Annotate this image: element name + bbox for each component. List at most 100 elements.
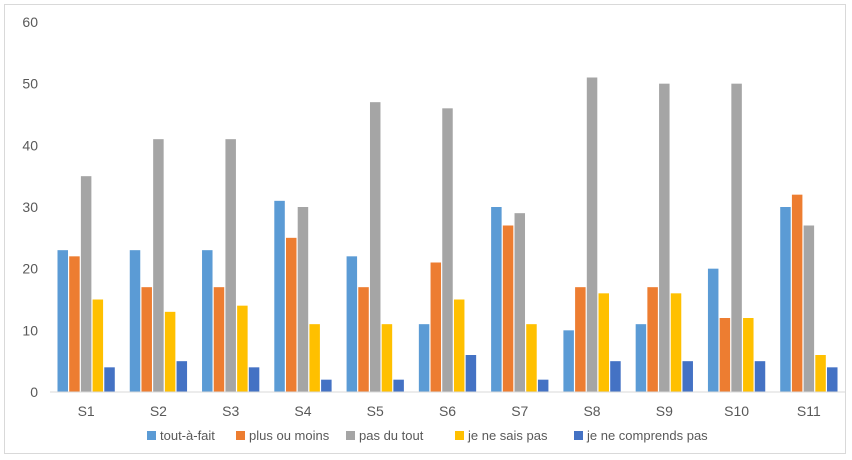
bar-s7-series-3 xyxy=(514,213,526,392)
bar-s6-series-4 xyxy=(453,299,465,392)
bar-s9-series-4 xyxy=(670,293,682,392)
bar-s6-series-2 xyxy=(430,262,442,392)
bar-s1-series-4 xyxy=(92,299,104,392)
y-tick-label: 10 xyxy=(22,322,38,338)
bar-s5-series-2 xyxy=(358,287,369,392)
bar-s5-series-1 xyxy=(346,256,358,392)
bars-group xyxy=(57,77,838,393)
bar-s10-series-1 xyxy=(707,268,719,392)
x-tick-label: S6 xyxy=(439,403,456,419)
legend-item: tout-à-fait xyxy=(147,428,215,443)
bar-s5-series-5 xyxy=(393,379,404,392)
bar-s7-series-2 xyxy=(502,225,514,392)
x-tick-label: S8 xyxy=(583,403,600,419)
bar-s6-series-5 xyxy=(465,355,477,392)
x-axis: S1 S2 S3 S4 S5 S6 S7 S8 S9 S10 S11 xyxy=(50,391,845,419)
bar-s3-series-1 xyxy=(202,250,213,392)
bar-s11-series-4 xyxy=(815,355,826,392)
y-tick-label: 50 xyxy=(22,76,38,92)
x-tick-label: S7 xyxy=(511,403,528,419)
legend-label: pas du tout xyxy=(359,428,424,443)
bar-s9-series-1 xyxy=(635,324,647,392)
x-tick-label: S11 xyxy=(797,403,821,419)
bar-s6-series-1 xyxy=(418,324,430,392)
bar-s3-series-4 xyxy=(237,305,248,392)
bar-s4-series-1 xyxy=(274,200,285,392)
bar-s9-series-2 xyxy=(647,287,658,392)
bar-s2-series-1 xyxy=(129,250,141,392)
bar-s1-series-1 xyxy=(57,250,68,392)
bar-s10-series-5 xyxy=(754,361,766,392)
legend-item: pas du tout xyxy=(346,428,424,443)
bar-s4-series-4 xyxy=(309,324,320,392)
legend-swatch xyxy=(346,431,355,440)
y-tick-label: 60 xyxy=(22,14,38,30)
bar-s3-series-5 xyxy=(248,367,260,392)
bar-s3-series-3 xyxy=(225,139,236,392)
y-axis: 0 10 20 30 40 50 60 xyxy=(22,14,38,400)
y-tick-label: 30 xyxy=(22,199,38,215)
bar-s8-series-1 xyxy=(563,330,574,392)
category-group-s8 xyxy=(563,77,621,392)
category-group-s1 xyxy=(57,176,115,392)
legend-swatch xyxy=(455,431,464,440)
bar-s1-series-3 xyxy=(80,176,92,392)
bar-s2-series-5 xyxy=(176,361,188,392)
bar-s8-series-3 xyxy=(586,77,598,392)
y-tick-label: 40 xyxy=(22,137,38,153)
legend-label: tout-à-fait xyxy=(160,428,215,443)
category-group-s10 xyxy=(707,83,766,393)
category-group-s3 xyxy=(202,139,260,392)
bar-s7-series-5 xyxy=(537,379,549,392)
bar-s3-series-2 xyxy=(213,287,225,392)
category-group-s4 xyxy=(274,200,332,392)
bar-s4-series-3 xyxy=(297,207,309,392)
y-tick-label: 0 xyxy=(30,384,38,400)
bar-s8-series-2 xyxy=(575,287,586,392)
bar-s7-series-1 xyxy=(491,207,502,392)
bar-s11-series-1 xyxy=(780,207,791,392)
bar-s4-series-5 xyxy=(321,379,332,392)
bar-s11-series-5 xyxy=(827,367,838,392)
bar-s1-series-2 xyxy=(69,256,80,392)
x-tick-label: S1 xyxy=(78,403,95,419)
category-group-s11 xyxy=(780,194,838,392)
bar-s5-series-4 xyxy=(381,324,393,392)
bar-s4-series-2 xyxy=(286,237,297,392)
bar-s8-series-4 xyxy=(598,293,609,392)
category-group-s7 xyxy=(491,207,549,392)
bar-s10-series-2 xyxy=(719,318,731,392)
legend-item: plus ou moins xyxy=(236,428,330,443)
x-tick-label: S10 xyxy=(724,403,749,419)
legend-label: plus ou moins xyxy=(249,428,330,443)
bar-s5-series-3 xyxy=(369,102,381,393)
category-group-s2 xyxy=(129,139,188,392)
bar-s11-series-2 xyxy=(791,194,803,392)
y-tick-label: 20 xyxy=(22,261,38,277)
bar-s11-series-3 xyxy=(803,225,815,392)
category-group-s9 xyxy=(635,83,693,393)
bar-s9-series-5 xyxy=(682,361,693,392)
legend-label: je ne sais pas xyxy=(467,428,548,443)
legend-item: je ne sais pas xyxy=(455,428,548,443)
category-group-s6 xyxy=(418,108,477,392)
bar-s2-series-4 xyxy=(164,311,176,392)
bar-s10-series-3 xyxy=(731,83,742,393)
legend: tout-à-fait plus ou moins pas du tout je ne… xyxy=(147,428,708,443)
x-tick-label: S3 xyxy=(222,403,239,419)
bar-s2-series-2 xyxy=(141,287,152,392)
legend-label: je ne comprends pas xyxy=(586,428,708,443)
legend-swatch xyxy=(574,431,583,440)
bar-s7-series-4 xyxy=(526,324,537,392)
bar-s10-series-4 xyxy=(743,318,754,392)
legend-swatch xyxy=(147,431,156,440)
x-tick-label: S4 xyxy=(294,403,311,419)
bar-s6-series-3 xyxy=(442,108,453,392)
legend-item: je ne comprends pas xyxy=(574,428,708,443)
x-tick-label: S2 xyxy=(150,403,167,419)
bar-s1-series-5 xyxy=(104,367,115,392)
legend-swatch xyxy=(236,431,245,440)
bar-s9-series-3 xyxy=(659,83,670,393)
category-group-s5 xyxy=(346,102,404,393)
